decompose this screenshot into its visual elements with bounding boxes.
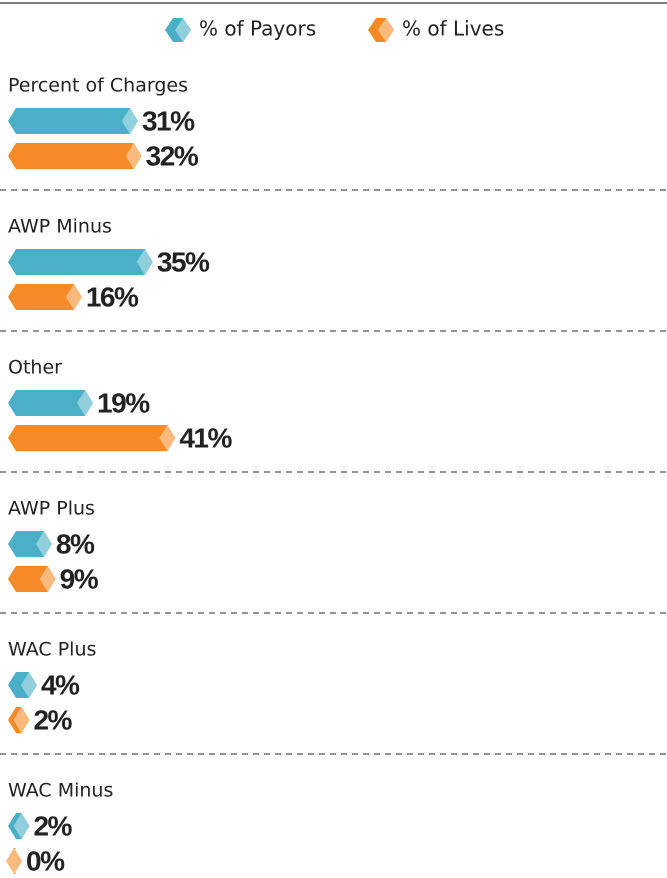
category-label: AWP Plus — [8, 498, 95, 520]
bar — [8, 531, 52, 557]
bar — [8, 425, 176, 451]
value-label: 35% — [157, 246, 210, 277]
bar — [8, 566, 56, 592]
value-label: 19% — [97, 387, 150, 418]
category-label: AWP Minus — [8, 216, 112, 238]
value-label: 4% — [41, 669, 80, 700]
bar — [8, 284, 82, 310]
bar — [8, 672, 37, 698]
value-label: 2% — [33, 810, 72, 841]
bar — [8, 143, 142, 169]
category-label: WAC Plus — [8, 639, 96, 661]
legend-label: % of Payors — [199, 17, 316, 41]
legend-swatch — [368, 18, 394, 42]
bar — [8, 108, 138, 134]
legend-label: % of Lives — [402, 17, 504, 41]
category-label: Percent of Charges — [8, 75, 188, 97]
value-label: 2% — [33, 704, 72, 735]
value-label: 0% — [26, 845, 65, 876]
bar — [8, 707, 30, 733]
category-label: Other — [8, 357, 62, 379]
value-label: 32% — [146, 140, 199, 171]
value-label: 41% — [179, 422, 232, 453]
value-label: 8% — [56, 528, 95, 559]
bar — [8, 390, 94, 416]
value-label: 31% — [142, 105, 195, 136]
value-label: 16% — [86, 281, 139, 312]
bar — [6, 848, 22, 874]
bar — [8, 813, 30, 839]
value-label: 9% — [60, 563, 99, 594]
legend-swatch — [165, 18, 191, 42]
bar — [8, 249, 153, 275]
category-label: WAC Minus — [8, 780, 113, 802]
